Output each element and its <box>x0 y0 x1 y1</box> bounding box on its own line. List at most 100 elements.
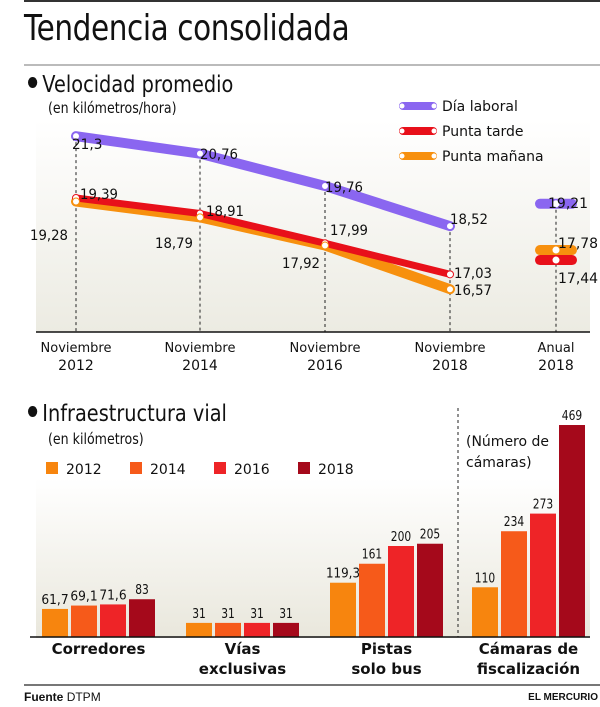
top-rule <box>24 0 600 2</box>
bar <box>501 531 527 637</box>
legend-swatch <box>46 462 58 474</box>
bar <box>359 563 385 637</box>
bar-value-label: 31 <box>250 607 264 622</box>
data-label: 17,78 <box>558 236 598 252</box>
legend-swatch <box>214 462 226 474</box>
data-point <box>552 246 560 254</box>
x-tick-label: 2012 <box>58 358 94 374</box>
line-chart-background <box>36 120 590 332</box>
annotation-text: (Número de <box>466 434 549 450</box>
bar-value-label: 273 <box>533 498 553 513</box>
bar-value-label: 234 <box>504 515 524 530</box>
annotation-text: cámaras) <box>466 455 532 471</box>
bar-value-label: 61,7 <box>41 593 68 608</box>
divider <box>24 64 600 66</box>
bar-value-label: 469 <box>562 409 582 424</box>
legend-swatch-dot <box>399 103 405 109</box>
speed-title-text: Velocidad promedio <box>42 72 234 98</box>
bar-value-label: 200 <box>391 530 411 545</box>
bar <box>273 622 299 637</box>
source-note: Fuente DTPM <box>24 690 101 704</box>
x-tick-label: 2016 <box>307 358 343 374</box>
bar-value-label: 119,3 <box>326 567 360 582</box>
infra-title-text: Infraestructura vial <box>42 401 227 427</box>
bar <box>100 604 126 637</box>
publisher-credit: EL MERCURIO <box>528 692 598 703</box>
speed-section-title: Velocidad promedio <box>28 72 233 98</box>
bar-value-label: 31 <box>279 607 293 622</box>
page-title: Tendencia consolidada <box>24 8 350 49</box>
data-label: 17,03 <box>454 266 492 282</box>
x-tick-label: 2018 <box>538 358 574 374</box>
category-label: fiscalización <box>477 660 580 678</box>
bar <box>42 608 68 637</box>
legend-label: Punta tarde <box>442 124 524 140</box>
infra-section-subtitle: (en kilómetros) <box>48 430 144 448</box>
data-label: 20,76 <box>200 147 238 163</box>
data-label: 21,3 <box>72 137 102 153</box>
bar <box>559 425 585 637</box>
legend-label: Día laboral <box>442 99 518 115</box>
legend-label: 2018 <box>318 462 354 478</box>
x-tick-label: 2018 <box>432 358 468 374</box>
bar-value-label: 110 <box>475 571 495 586</box>
bullet-icon <box>28 406 38 417</box>
bar <box>330 582 356 637</box>
x-tick-label: Noviembre <box>41 341 112 356</box>
x-tick-label: Noviembre <box>415 341 486 356</box>
bar <box>417 543 443 637</box>
legend-swatch-dot <box>431 153 437 159</box>
legend-label: 2012 <box>66 462 102 478</box>
data-label: 19,39 <box>80 187 118 203</box>
legend-label: 2016 <box>234 462 270 478</box>
x-tick-label: Anual <box>538 341 575 356</box>
bar-value-label: 69,1 <box>70 590 97 605</box>
speed-section-subtitle: (en kilómetros/hora) <box>48 99 177 117</box>
data-label: 16,57 <box>454 283 492 299</box>
bar <box>215 622 241 637</box>
data-label: 17,99 <box>330 223 368 239</box>
data-point <box>552 256 560 264</box>
category-label: Pistas <box>361 640 412 658</box>
bar-value-label: 161 <box>362 548 382 563</box>
bar-value-label: 31 <box>221 607 235 622</box>
legend-swatch <box>130 462 142 474</box>
x-tick-label: Noviembre <box>165 341 236 356</box>
bar-value-label: 31 <box>192 607 206 622</box>
bar <box>244 622 270 637</box>
data-label: 19,76 <box>325 180 363 196</box>
legend-swatch-dot <box>399 128 405 134</box>
bar-value-label: 83 <box>135 583 149 598</box>
footer-rule <box>24 684 600 686</box>
data-label: 18,79 <box>155 236 193 252</box>
category-label: solo bus <box>351 660 421 678</box>
infra-section-title: Infraestructura vial <box>28 401 227 427</box>
series-line-día-laboral <box>71 131 455 232</box>
bar <box>186 622 212 637</box>
x-tick-label: Noviembre <box>290 341 361 356</box>
legend-swatch-dot <box>431 128 437 134</box>
source-value: DTPM <box>66 690 101 704</box>
data-label: 19,28 <box>30 228 68 244</box>
bar <box>71 605 97 637</box>
data-point <box>321 182 329 190</box>
data-label: 17,92 <box>282 256 320 272</box>
legend-swatch-dot <box>431 103 437 109</box>
data-point <box>196 149 204 158</box>
data-point <box>446 285 454 294</box>
category-label: Corredores <box>52 640 146 658</box>
legend-label: Punta mañana <box>442 149 544 165</box>
legend-label: 2014 <box>150 462 186 478</box>
line-chart: 21,320,7619,7618,5219,3918,9117,9917,031… <box>30 99 598 374</box>
data-label: 18,52 <box>450 212 488 228</box>
data-point <box>552 200 560 208</box>
data-point <box>446 222 454 231</box>
x-tick-label: 2014 <box>182 358 218 374</box>
data-point <box>72 197 80 206</box>
category-label: exclusivas <box>199 660 287 678</box>
legend-swatch <box>298 462 310 474</box>
data-label: 18,91 <box>206 204 244 220</box>
bar <box>129 599 155 637</box>
data-point <box>321 241 329 250</box>
legend-swatch-dot <box>399 153 405 159</box>
